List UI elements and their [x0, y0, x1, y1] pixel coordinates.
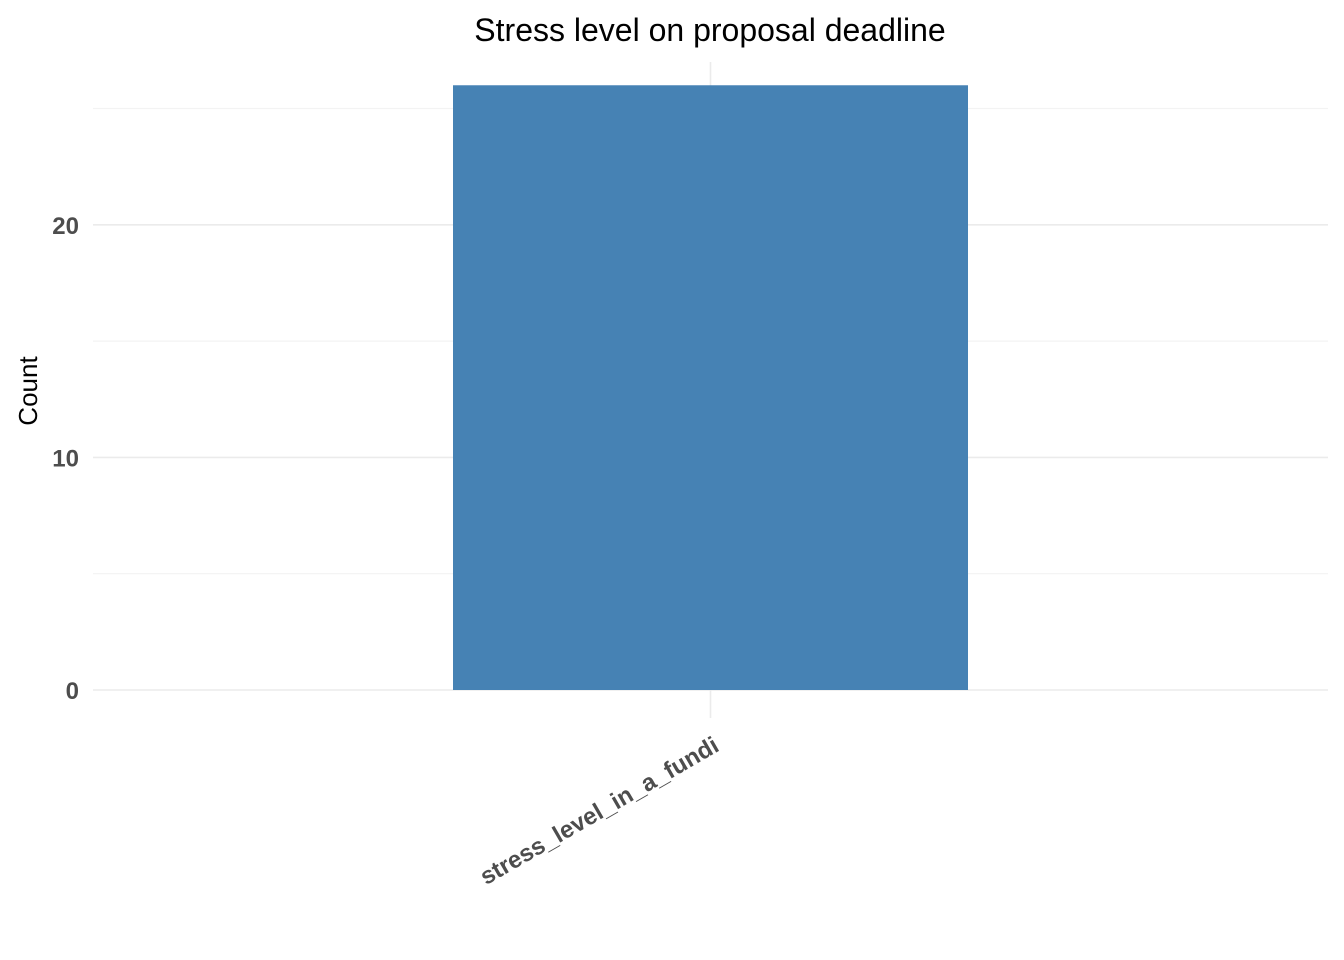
- y-tick-label: 0: [66, 678, 79, 705]
- bars: [453, 85, 968, 690]
- x-tick-label: stress_level_in_a_fundi: [475, 732, 723, 891]
- y-tick-label: 10: [52, 445, 79, 472]
- y-axis-label: Count: [13, 356, 43, 426]
- y-tick-label: 20: [52, 213, 79, 240]
- y-axis-ticks: 0 10 20: [52, 213, 79, 705]
- chart-title: Stress level on proposal deadline: [474, 12, 945, 48]
- x-axis-ticks: stress_level_in_a_fundi: [475, 732, 723, 891]
- bar-stress_level_in_a_fundi: [453, 85, 968, 690]
